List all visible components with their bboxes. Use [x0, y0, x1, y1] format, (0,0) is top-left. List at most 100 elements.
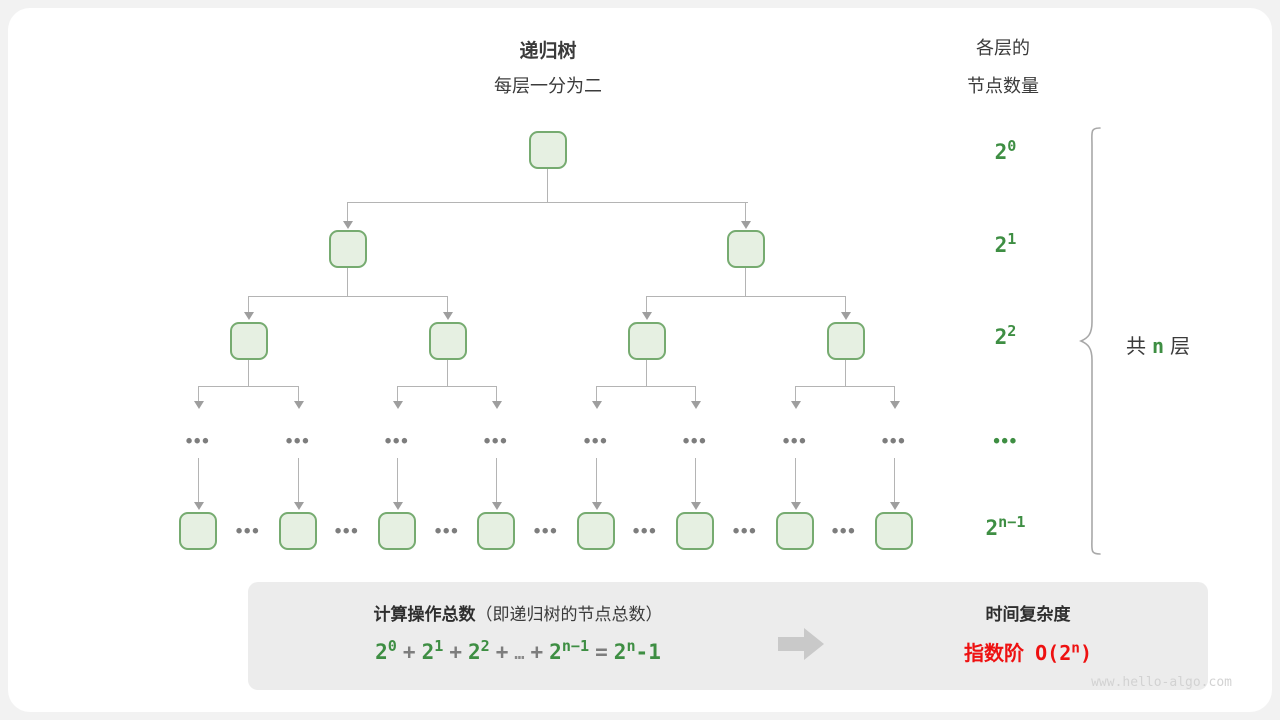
arrowhead [690, 401, 701, 409]
right-arrow-icon [778, 628, 824, 660]
level-count-base: 2 [994, 233, 1008, 257]
tree-node[interactable] [329, 230, 367, 268]
arrowhead [591, 401, 602, 409]
connector-bar [198, 386, 299, 388]
connector-drop [596, 386, 598, 403]
arrowhead [790, 502, 801, 510]
row-ellipsis: ••• [434, 521, 460, 542]
level-count-exp: 2 [1007, 322, 1017, 340]
connector-drop [198, 458, 200, 504]
formula-op-2: + [449, 640, 462, 664]
connector-drop [596, 458, 598, 504]
tree-node[interactable] [776, 512, 814, 550]
summary-left-title-rest: （即递归树的节点总数） [475, 605, 663, 624]
connector-drop [496, 458, 498, 504]
connector-drop [298, 458, 300, 504]
arrowhead [392, 401, 403, 409]
connector-drop [845, 296, 847, 315]
count-subtitle: 节点数量 [967, 76, 1039, 96]
connector-stem [447, 360, 449, 387]
row-ellipsis: ••• [831, 521, 857, 542]
arrowhead [641, 312, 652, 320]
arrowhead [392, 502, 403, 510]
connector-stem [745, 268, 747, 297]
connector-drop [695, 458, 697, 504]
layers-label-prefix: 共 [1126, 336, 1146, 358]
connector-root-stem [547, 169, 549, 203]
arrowhead [790, 401, 801, 409]
level-ellipsis: ••• [881, 431, 907, 452]
tree-node[interactable] [628, 322, 666, 360]
connector-drop [496, 386, 498, 403]
tree-title: 递归树 [519, 41, 577, 62]
tree-subtitle: 每层一分为二 [494, 76, 602, 96]
connector-drop [894, 386, 896, 403]
watermark: www.hello-algo.com [1091, 675, 1232, 690]
formula-term-1: 20 [375, 637, 397, 664]
summary-formula: 20 +21 +22 +… +2n−1 = 2n-1 [258, 637, 778, 664]
complexity-bigO: O(2n) [1035, 640, 1092, 665]
level-count-base: 2 [985, 516, 999, 540]
arrowhead [442, 312, 453, 320]
level-count-base: 2 [994, 325, 1008, 349]
tree-node[interactable] [429, 322, 467, 360]
connector-drop [795, 458, 797, 504]
arrowhead [889, 502, 900, 510]
level-ellipsis: ••• [782, 431, 808, 452]
connector-bar [596, 386, 696, 388]
connector-stem [845, 360, 847, 387]
tree-node[interactable] [676, 512, 714, 550]
summary-left-title: 计算操作总数（即递归树的节点总数） [258, 600, 778, 625]
connector-bar [248, 296, 448, 298]
formula-result: 2n-1 [613, 637, 661, 664]
connector-level2-drop-1 [347, 202, 349, 225]
summary-left-title-bold: 计算操作总数 [373, 605, 476, 624]
connector-drop [248, 296, 250, 315]
formula-op-4: + [530, 640, 544, 664]
level-count-exp: 0 [1007, 137, 1017, 155]
formula-op-3: + [495, 640, 509, 664]
formula-op-1: + [402, 640, 416, 664]
connector-drop [646, 296, 648, 315]
connector-level2-drop-2 [745, 202, 747, 225]
level-count-exp: n−1 [998, 513, 1026, 531]
tree-node-root[interactable] [529, 131, 567, 169]
arrowhead [193, 401, 204, 409]
row-ellipsis: ••• [235, 521, 261, 542]
level-ellipsis: ••• [185, 431, 211, 452]
connector-bar [646, 296, 846, 298]
connector-drop [198, 386, 200, 403]
layers-brace [1078, 127, 1101, 555]
row-ellipsis: ••• [732, 521, 758, 542]
tree-node[interactable] [378, 512, 416, 550]
connector-drop [894, 458, 896, 504]
arrowhead [243, 312, 254, 320]
arrowhead [293, 401, 304, 409]
tree-node[interactable] [577, 512, 615, 550]
arrowhead [889, 401, 900, 409]
level-count-base: 2 [994, 140, 1008, 164]
formula-equals: = [595, 640, 608, 664]
connector-stem [347, 268, 349, 297]
tree-node[interactable] [827, 322, 865, 360]
arrowhead-level2-2 [740, 221, 751, 229]
tree-node[interactable] [477, 512, 515, 550]
formula-ellipsis: … [514, 643, 525, 663]
arrowhead-level2-1 [342, 221, 353, 229]
tree-node[interactable] [230, 322, 268, 360]
tree-node[interactable] [279, 512, 317, 550]
level-ellipsis: ••• [285, 431, 311, 452]
tree-node[interactable] [727, 230, 765, 268]
complexity-label: 指数阶 [964, 643, 1025, 665]
connector-drop [298, 386, 300, 403]
level-count-2: 22 [948, 322, 1063, 349]
tree-node[interactable] [179, 512, 217, 550]
tree-node[interactable] [875, 512, 913, 550]
level-ellipsis: ••• [682, 431, 708, 452]
level-ellipsis: ••• [483, 431, 509, 452]
level-count-0: 20 [948, 137, 1063, 164]
diagram-canvas: 递归树 每层一分为二 各层的 节点数量 [8, 8, 1272, 712]
connector-drop [397, 458, 399, 504]
arrowhead [491, 502, 502, 510]
